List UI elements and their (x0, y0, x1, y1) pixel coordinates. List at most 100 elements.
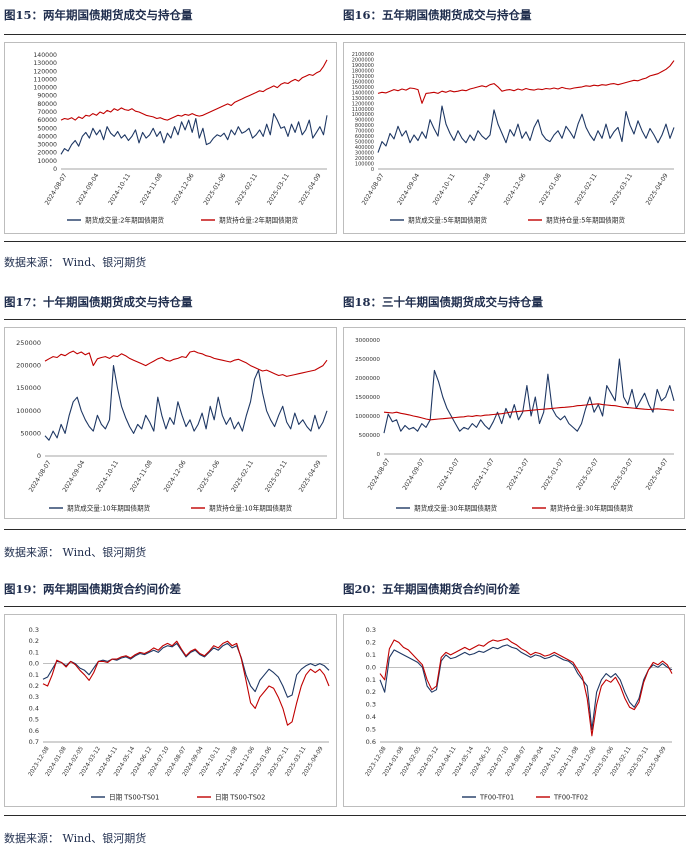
y-tick-label: 2000000 (355, 376, 380, 382)
y-tick-label: 100000 (355, 162, 374, 168)
x-tick-label: 2024-12-06 (163, 459, 188, 493)
x-tick-label: 2024-11-08 (139, 172, 164, 206)
chart-panel-18: 0 500000 1000000 1500000 2000000 2500000 30000… (343, 327, 685, 519)
x-tick-label: 2025-04-09 (645, 172, 670, 206)
figure-title-15: 图15：两年期国债期货成交与持仓量 (4, 8, 193, 22)
chart-panel-19: 0.3 0.2 0.1 0.0 0.1 0.2 0.3 0.4 0.5 0.6 0.7 2023-12… (4, 614, 337, 807)
y-tick-label: 3000000 (355, 338, 380, 344)
y-tick-label: 0.3 (366, 626, 376, 634)
title-rule (4, 606, 686, 607)
y-tick-label: 130000 (33, 60, 57, 67)
y-tick-label: 1500000 (355, 395, 380, 401)
source-rule (4, 815, 686, 816)
y-tick-label: 0.3 (29, 626, 39, 634)
x-tick-label: 2025-03-07 (610, 457, 635, 491)
y-tick-label: 140000 (33, 52, 57, 59)
x-tick-label: 2025-01-07 (540, 457, 565, 491)
x-tick-label: 2024-10-11 (95, 459, 120, 493)
legend-label: 期货持仓量:10年期国债期货 (209, 504, 293, 513)
legend-label: 日期 TS00-TS01 (109, 794, 159, 802)
y-tick-label: 900000 (355, 118, 374, 124)
series-line (383, 403, 675, 421)
y-tick-label: 50000 (37, 125, 57, 132)
y-tick-label: 50000 (20, 429, 41, 437)
y-tick-label: 0.1 (29, 648, 39, 656)
chart-panel-17: 0 50000 100000 150000 200000 250000 2024-08-07… (4, 327, 337, 519)
x-tick-label: 2025-04-09 (298, 459, 323, 493)
data-source-note: 数据来源： Wind、银河期货 (4, 256, 147, 269)
y-tick-label: 70000 (37, 109, 57, 116)
data-source-note: 数据来源： Wind、银河期货 (4, 546, 147, 559)
y-tick-label: 700000 (355, 129, 374, 135)
series-line (60, 113, 328, 155)
y-tick-label: 250000 (16, 339, 41, 347)
x-tick-label: 2024-08-07 (361, 172, 386, 206)
y-tick-label: 100000 (16, 407, 41, 415)
y-tick-label: 20000 (37, 150, 57, 157)
x-tick-label: 2025-04-07 (645, 457, 670, 491)
y-tick-label: 0.2 (29, 682, 39, 690)
y-tick-label: 40000 (37, 133, 57, 140)
chart-17-svg: 0 50000 100000 150000 200000 250000 2024-08-07… (16, 339, 328, 513)
source-rule (4, 529, 686, 530)
legend-label: TF00-TF02 (553, 794, 588, 802)
y-tick-label: 600000 (355, 134, 374, 140)
y-tick-label: 0.0 (29, 660, 39, 668)
x-tick-label: 2024-11-08 (129, 459, 154, 493)
figure-title-20: 图20：五年期国债期货合约间价差 (343, 582, 521, 596)
y-tick-label: 500000 (359, 433, 381, 439)
y-tick-label: 30000 (37, 142, 57, 149)
y-tick-label: 120000 (33, 68, 57, 75)
x-tick-label: 2024-08-07 (28, 459, 53, 493)
x-tick-label: 2024-09-04 (396, 172, 421, 206)
series-line (377, 105, 675, 153)
x-tick-label: 2025-04-09 (298, 172, 323, 206)
series-line (383, 358, 675, 434)
data-source-note: 数据来源： Wind、银河期货 (4, 832, 147, 845)
y-tick-label: 1000000 (352, 112, 374, 118)
y-tick-label: 300000 (355, 151, 374, 157)
chart-panel-20: 0.3 0.2 0.1 0.0 0.1 0.2 0.3 0.4 0.5 0.6 2023-12-08… (343, 614, 685, 807)
y-tick-label: 0.6 (366, 738, 376, 746)
legend-label: 期货持仓量:5年期国债期货 (546, 216, 625, 225)
y-tick-label: 0.7 (29, 738, 39, 746)
x-tick-label: 2024-12-06 (503, 172, 528, 206)
x-tick-label: 2024-10-11 (432, 172, 457, 206)
y-tick-label: 150000 (16, 384, 41, 392)
figure-title-16: 图16：五年期国债期货成交与持仓量 (343, 8, 532, 22)
chart-18-svg: 0 500000 1000000 1500000 2000000 2500000 30000… (355, 338, 675, 513)
y-tick-label: 0.6 (29, 727, 39, 735)
y-tick-label: 0.1 (366, 676, 376, 684)
legend-label: 期货成交量:30年期国债期货 (414, 504, 498, 513)
chart-20-svg: 0.30.20.10.00.10.20.30.40.50.62023-12-08… (365, 626, 673, 802)
y-tick-label: 1600000 (352, 79, 374, 85)
legend-label: TF00-TF01 (479, 794, 514, 802)
chart-panel-16: 0 100000 200000 300000 400000 500000 600000 700… (343, 42, 685, 234)
y-tick-label: 0.2 (29, 637, 39, 645)
y-tick-label: 90000 (37, 93, 57, 100)
legend-label: 日期 TS00-TS02 (215, 794, 265, 802)
y-tick-label: 0.1 (366, 651, 376, 659)
y-tick-label: 1200000 (352, 101, 374, 107)
y-tick-label: 800000 (355, 123, 374, 129)
y-tick-label: 2500000 (355, 357, 380, 363)
y-tick-label: 0.5 (366, 726, 376, 734)
y-tick-label: 2100000 (352, 52, 374, 58)
figure-title-18: 图18：三十年期国债期货成交与持仓量 (343, 295, 544, 309)
x-tick-label: 2025-02-07 (575, 457, 600, 491)
source-rule (4, 241, 686, 242)
legend-label: 期货成交量:2年期国债期货 (85, 216, 164, 225)
figure-title-17: 图17：十年期国债期货成交与持仓量 (4, 295, 193, 309)
x-tick-label: 2025-02-11 (230, 459, 255, 493)
y-tick-label: 200000 (16, 362, 41, 370)
x-tick-label: 2025-01-06 (538, 172, 563, 206)
y-tick-label: 1100000 (352, 107, 374, 113)
legend-label: 期货持仓量:30年期国债期货 (550, 504, 634, 513)
y-tick-label: 0.2 (366, 688, 376, 696)
series-line (379, 638, 673, 737)
y-tick-label: 0.2 (366, 638, 376, 646)
y-tick-label: 0.3 (366, 701, 376, 709)
series-line (44, 350, 328, 377)
y-tick-label: 10000 (37, 158, 57, 165)
y-tick-label: 1000000 (355, 414, 380, 420)
